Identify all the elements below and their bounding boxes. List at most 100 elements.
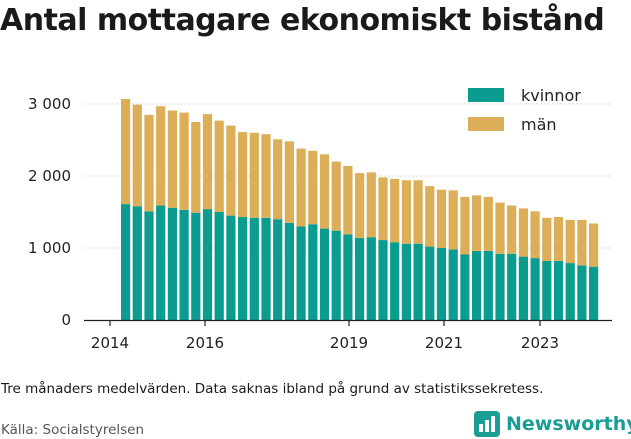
bar-kvinnor xyxy=(378,240,388,320)
bar-kvinnor xyxy=(542,261,552,320)
brand-name: Newsworthy xyxy=(506,413,631,435)
bar-man xyxy=(226,125,236,216)
bar-man xyxy=(553,217,564,261)
bar-kvinnor xyxy=(296,226,306,320)
chart-title: Antal mottagare ekonomiskt bistånd xyxy=(0,3,605,38)
bar-kvinnor xyxy=(413,243,423,320)
bar-kvinnor xyxy=(214,212,224,320)
bar-man xyxy=(355,173,365,238)
bar-man xyxy=(518,208,528,257)
bar-man xyxy=(249,132,259,218)
bar-kvinnor xyxy=(553,261,564,320)
bar-kvinnor xyxy=(436,248,447,320)
legend-swatch xyxy=(468,88,504,102)
legend-swatch xyxy=(468,117,504,131)
bar-man xyxy=(308,150,318,225)
bar-man xyxy=(565,219,575,264)
bar-man xyxy=(144,114,154,212)
bar-man xyxy=(273,139,283,220)
legend: kvinnor män xyxy=(468,86,581,134)
bar-man xyxy=(238,132,248,218)
bar-kvinnor xyxy=(308,224,318,320)
bar-kvinnor xyxy=(577,265,587,320)
x-tick-label: 2021 xyxy=(425,334,463,352)
bar-man xyxy=(390,178,400,243)
bars xyxy=(121,99,599,320)
bar-kvinnor xyxy=(460,254,470,320)
bar-kvinnor xyxy=(483,250,493,320)
bar-man xyxy=(366,172,376,238)
bar-man xyxy=(156,106,166,206)
bar-kvinnor xyxy=(355,237,365,320)
bar-man xyxy=(495,202,505,254)
bar-kvinnor xyxy=(401,243,411,320)
bar-man xyxy=(460,196,470,255)
bar-man xyxy=(425,186,435,247)
bar-man xyxy=(132,104,142,207)
bar-kvinnor xyxy=(319,228,330,320)
newsworthy-logo[interactable]: Newsworthy xyxy=(474,409,631,439)
bar-kvinnor xyxy=(589,266,599,320)
bar-kvinnor xyxy=(448,249,458,320)
bar-man xyxy=(507,205,517,254)
bar-man xyxy=(191,122,201,213)
bar-kvinnor xyxy=(202,209,213,320)
bar-kvinnor xyxy=(156,205,166,320)
x-axis: 2014 2016 2019 2021 2023 xyxy=(84,319,612,352)
bar-kvinnor xyxy=(226,215,236,320)
bar-man xyxy=(472,195,482,251)
legend-label: män xyxy=(521,115,557,134)
y-tick-label: 2 000 xyxy=(28,167,71,185)
bar-kvinnor xyxy=(179,209,189,320)
bar-man xyxy=(483,196,493,251)
bar-kvinnor xyxy=(284,222,294,320)
bar-man xyxy=(202,114,213,210)
bar-man xyxy=(167,110,177,208)
bar-man xyxy=(413,180,423,244)
bar-man xyxy=(121,99,131,205)
bar-kvinnor xyxy=(261,217,271,320)
bar-man xyxy=(401,180,411,244)
y-tick-label: 0 xyxy=(61,311,71,329)
x-tick-label: 2023 xyxy=(521,334,559,352)
bar-kvinnor xyxy=(191,212,201,320)
bar-man xyxy=(331,161,341,231)
bar-man xyxy=(542,217,552,261)
x-tick-label: 2016 xyxy=(186,334,224,352)
bar-man xyxy=(378,177,388,240)
x-tick-label: 2019 xyxy=(330,334,368,352)
bar-kvinnor xyxy=(565,263,575,320)
bar-chart-logo-icon xyxy=(474,411,500,437)
bar-kvinnor xyxy=(273,219,283,320)
bar-kvinnor xyxy=(530,258,540,320)
x-tick-label: 2014 xyxy=(91,334,129,352)
y-tick-label: 3 000 xyxy=(28,95,71,113)
bar-man xyxy=(436,189,447,248)
bar-man xyxy=(319,154,330,229)
bar-kvinnor xyxy=(249,217,259,320)
legend-label: kvinnor xyxy=(521,86,581,105)
bar-kvinnor xyxy=(167,207,177,320)
y-tick-label: 1 000 xyxy=(28,239,71,257)
bar-kvinnor xyxy=(495,253,505,320)
bar-kvinnor xyxy=(472,250,482,320)
bar-man xyxy=(448,190,458,250)
bar-kvinnor xyxy=(366,237,376,320)
bar-man xyxy=(214,120,224,212)
bar-kvinnor xyxy=(425,246,435,320)
bar-kvinnor xyxy=(518,256,528,320)
bar-kvinnor xyxy=(390,242,400,320)
bar-kvinnor xyxy=(144,211,154,320)
bar-man xyxy=(296,148,306,227)
y-tick-labels: 0 1 000 2 000 3 000 xyxy=(28,95,71,329)
bar-kvinnor xyxy=(238,217,248,320)
bar-man xyxy=(589,223,599,267)
bar-kvinnor xyxy=(132,206,142,320)
bar-man xyxy=(343,165,353,235)
stacked-bar-chart: 0 1 000 2 000 3 000 2014 2016 2019 2021 2023 kv… xyxy=(28,86,612,352)
bar-man xyxy=(284,141,294,223)
bar-man xyxy=(577,219,587,266)
bar-man xyxy=(261,134,271,218)
bar-man xyxy=(179,112,189,210)
bar-kvinnor xyxy=(331,230,341,320)
